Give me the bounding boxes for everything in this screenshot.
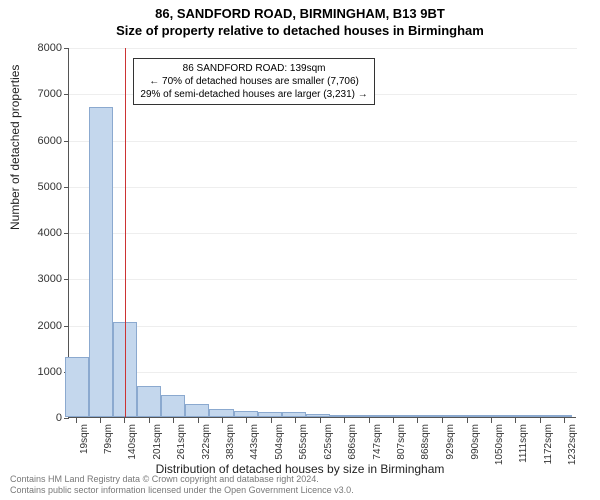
- histogram-bar: [403, 415, 427, 417]
- histogram-bar: [451, 415, 475, 417]
- xtick-mark: [76, 418, 77, 423]
- histogram-bar: [523, 415, 547, 417]
- ytick-label: 2000: [18, 320, 62, 332]
- xtick-mark: [417, 418, 418, 423]
- histogram-bar: [185, 404, 209, 417]
- histogram-bar: [427, 415, 451, 417]
- chart-title-line1: 86, SANDFORD ROAD, BIRMINGHAM, B13 9BT: [0, 0, 600, 21]
- ytick-mark: [64, 141, 69, 142]
- chart-area: 86 SANDFORD ROAD: 139sqm← 70% of detache…: [68, 48, 576, 418]
- ytick-mark: [64, 233, 69, 234]
- xtick-mark: [540, 418, 541, 423]
- ytick-mark: [64, 326, 69, 327]
- xtick-mark: [369, 418, 370, 423]
- xtick-mark: [295, 418, 296, 423]
- histogram-bar: [306, 414, 330, 417]
- chart-container: 86, SANDFORD ROAD, BIRMINGHAM, B13 9BT S…: [0, 0, 600, 500]
- ytick-mark: [64, 279, 69, 280]
- attribution: Contains HM Land Registry data © Crown c…: [10, 474, 354, 496]
- plot-region: 86 SANDFORD ROAD: 139sqm← 70% of detache…: [68, 48, 576, 418]
- histogram-bar: [379, 415, 403, 417]
- xtick-mark: [222, 418, 223, 423]
- xtick-mark: [344, 418, 345, 423]
- chart-title-line2: Size of property relative to detached ho…: [0, 21, 600, 38]
- gridline: [69, 141, 577, 142]
- ytick-label: 7000: [18, 88, 62, 100]
- ytick-mark: [64, 94, 69, 95]
- highlight-line: [125, 48, 126, 417]
- gridline: [69, 233, 577, 234]
- ytick-mark: [64, 48, 69, 49]
- xtick-mark: [393, 418, 394, 423]
- histogram-bar: [209, 409, 233, 417]
- xtick-mark: [442, 418, 443, 423]
- xtick-mark: [149, 418, 150, 423]
- ytick-mark: [64, 418, 69, 419]
- ytick-label: 4000: [18, 227, 62, 239]
- gridline: [69, 372, 577, 373]
- xtick-mark: [515, 418, 516, 423]
- xtick-mark: [246, 418, 247, 423]
- xtick-mark: [467, 418, 468, 423]
- histogram-bar: [354, 415, 378, 417]
- gridline: [69, 279, 577, 280]
- annotation-line2: ← 70% of detached houses are smaller (7,…: [140, 75, 367, 88]
- xtick-mark: [320, 418, 321, 423]
- xtick-mark: [198, 418, 199, 423]
- annotation-box: 86 SANDFORD ROAD: 139sqm← 70% of detache…: [133, 58, 374, 105]
- xtick-mark: [124, 418, 125, 423]
- ytick-label: 6000: [18, 135, 62, 147]
- xtick-mark: [564, 418, 565, 423]
- attribution-line2: Contains public sector information licen…: [10, 485, 354, 496]
- annotation-line3: 29% of semi-detached houses are larger (…: [140, 88, 367, 101]
- ytick-label: 8000: [18, 42, 62, 54]
- annotation-line1: 86 SANDFORD ROAD: 139sqm: [140, 62, 367, 75]
- gridline: [69, 326, 577, 327]
- histogram-bar: [282, 412, 306, 417]
- histogram-bar: [234, 411, 258, 417]
- histogram-bar: [258, 412, 282, 417]
- histogram-bar: [137, 386, 161, 417]
- histogram-bar: [330, 415, 354, 417]
- histogram-bar: [89, 107, 113, 417]
- xtick-mark: [271, 418, 272, 423]
- gridline: [69, 48, 577, 49]
- histogram-bar: [499, 415, 523, 417]
- histogram-bar: [65, 357, 89, 417]
- ytick-label: 5000: [18, 181, 62, 193]
- ytick-label: 3000: [18, 273, 62, 285]
- xtick-mark: [491, 418, 492, 423]
- xtick-mark: [100, 418, 101, 423]
- ytick-label: 0: [18, 412, 62, 424]
- ytick-label: 1000: [18, 366, 62, 378]
- gridline: [69, 187, 577, 188]
- histogram-bar: [475, 415, 499, 417]
- histogram-bar: [548, 415, 572, 417]
- ytick-mark: [64, 187, 69, 188]
- attribution-line1: Contains HM Land Registry data © Crown c…: [10, 474, 354, 485]
- xtick-mark: [173, 418, 174, 423]
- histogram-bar: [161, 395, 185, 417]
